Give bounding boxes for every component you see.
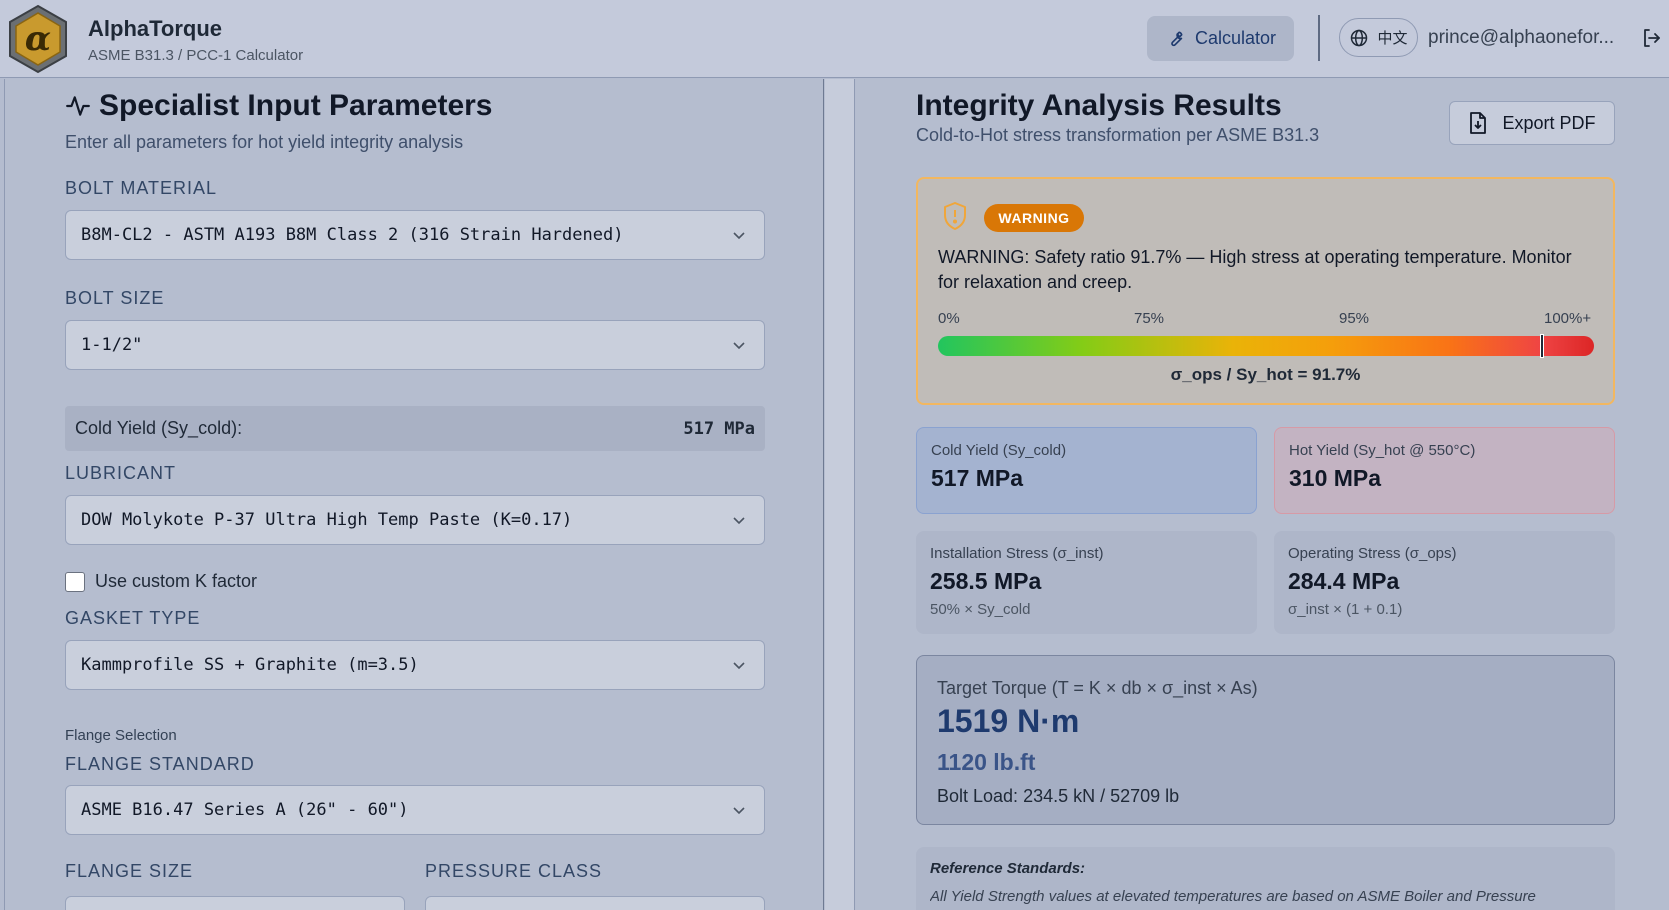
hot-yield-card-label: Hot Yield (Sy_hot @ 550°C)	[1289, 442, 1476, 459]
warning-card: WARNING WARNING: Safety ratio 91.7% — Hi…	[916, 177, 1615, 405]
language-toggle[interactable]: 中文	[1339, 18, 1418, 57]
operating-stress-card: Operating Stress (σ_ops) 284.4 MPa σ_ins…	[1274, 531, 1615, 634]
cold-yield-card-label: Cold Yield (Sy_cold)	[931, 442, 1067, 459]
warning-message: WARNING: Safety ratio 91.7% — High stres…	[938, 247, 1572, 292]
language-label: 中文	[1377, 30, 1408, 47]
bolt-material-value: B8M-CL2 - ASTM A193 B8M Class 2 (316 Str…	[81, 225, 624, 245]
results-panel: Integrity Analysis Results Cold-to-Hot s…	[856, 79, 1669, 910]
flange-standard-select[interactable]: ASME B16.47 Series A (26" - 60")	[65, 785, 765, 835]
input-panel: Specialist Input Parameters Enter all pa…	[4, 79, 824, 910]
safety-ratio-bar	[938, 334, 1594, 358]
activity-icon	[66, 96, 90, 116]
installation-stress-label: Installation Stress (σ_inst)	[930, 545, 1104, 562]
logout-icon[interactable]	[1640, 26, 1664, 50]
bolt-size-label: BOLT SIZE	[65, 288, 165, 308]
warning-badge: WARNING	[984, 204, 1084, 232]
safety-ratio-marker	[1540, 334, 1544, 358]
chevron-down-icon	[733, 517, 745, 525]
custom-k-checkbox[interactable]	[65, 571, 85, 592]
cold-yield-readout-value: 517 MPa	[683, 418, 755, 439]
bolt-size-select[interactable]: 1-1/2"	[65, 320, 765, 370]
reference-standards-body: All Yield Strength values at elevated te…	[930, 888, 1536, 905]
scale-tick-100: 100%+	[1544, 310, 1592, 327]
pressure-class-label: PRESSURE CLASS	[425, 861, 603, 881]
results-subtitle: Cold-to-Hot stress transformation per AS…	[916, 125, 1320, 145]
pressure-class-select[interactable]	[425, 896, 765, 910]
brand-title: AlphaTorque	[88, 16, 223, 41]
reference-standards-title: Reference Standards:	[930, 860, 1086, 877]
installation-stress-value: 258.5 MPa	[930, 568, 1042, 594]
lubricant-value: DOW Molykote P-37 Ultra High Temp Paste …	[81, 510, 573, 530]
flange-standard-value: ASME B16.47 Series A (26" - 60")	[81, 800, 409, 820]
calculator-button[interactable]: Calculator	[1147, 16, 1294, 61]
target-torque-imperial: 1120 lb.ft	[937, 749, 1036, 775]
globe-icon	[1351, 29, 1368, 46]
file-download-icon	[1470, 112, 1487, 134]
gasket-type-select[interactable]: Kammprofile SS + Graphite (m=3.5)	[65, 640, 765, 690]
bolt-material-select[interactable]: B8M-CL2 - ASTM A193 B8M Class 2 (316 Str…	[65, 210, 765, 260]
app-header: α AlphaTorque ASME B31.3 / PCC-1 Calcula…	[0, 0, 1669, 78]
input-subtitle: Enter all parameters for hot yield integ…	[65, 132, 464, 152]
cold-yield-readout-label: Cold Yield (Sy_cold):	[75, 418, 243, 438]
input-title-text: Specialist Input Parameters	[99, 89, 493, 122]
chevron-down-icon	[733, 232, 745, 240]
target-torque-card: Target Torque (T = K × db × σ_inst × As)…	[916, 655, 1615, 825]
operating-stress-formula: σ_inst × (1 + 0.1)	[1288, 601, 1403, 618]
target-torque-value: 1519 N·m	[937, 703, 1080, 739]
custom-k-label: Use custom K factor	[95, 571, 258, 591]
bolt-load: Bolt Load: 234.5 kN / 52709 lb	[937, 786, 1180, 806]
cold-yield-readout: Cold Yield (Sy_cold): 517 MPa	[65, 406, 765, 451]
gasket-type-value: Kammprofile SS + Graphite (m=3.5)	[81, 655, 419, 675]
reference-standards-card: Reference Standards: All Yield Strength …	[916, 847, 1615, 910]
calculator-label: Calculator	[1194, 28, 1277, 48]
cold-yield-card-value: 517 MPa	[931, 465, 1024, 491]
flange-selection-heading: Flange Selection	[65, 727, 177, 744]
export-pdf-button[interactable]: Export PDF	[1449, 101, 1615, 145]
lubricant-label: LUBRICANT	[65, 463, 177, 483]
export-pdf-label: Export PDF	[1502, 112, 1596, 133]
gasket-type-label: GASKET TYPE	[65, 608, 201, 628]
bolt-size-value: 1-1/2"	[81, 335, 143, 355]
flange-standard-label: FLANGE STANDARD	[65, 754, 255, 774]
shield-alert-icon	[944, 202, 966, 230]
operating-stress-value: 284.4 MPa	[1288, 568, 1400, 594]
alphatorque-logo-icon[interactable]: α	[6, 4, 70, 74]
chevron-down-icon	[733, 807, 745, 815]
lubricant-select[interactable]: DOW Molykote P-37 Ultra High Temp Paste …	[65, 495, 765, 545]
wrench-icon	[1171, 31, 1183, 46]
custom-k-option[interactable]: Use custom K factor	[65, 571, 257, 592]
panel-gutter	[825, 79, 855, 910]
installation-stress-formula: 50% × Sy_cold	[930, 601, 1031, 618]
hot-yield-card: Hot Yield (Sy_hot @ 550°C) 310 MPa	[1274, 427, 1615, 514]
scale-tick-95: 95%	[1339, 310, 1370, 327]
header-divider	[1318, 15, 1320, 61]
chevron-down-icon	[733, 342, 745, 350]
safety-ratio-text: σ_ops / Sy_hot = 91.7%	[1170, 365, 1361, 384]
user-email[interactable]: prince@alphaonefor...	[1428, 27, 1613, 48]
operating-stress-label: Operating Stress (σ_ops)	[1288, 545, 1457, 562]
cold-yield-card: Cold Yield (Sy_cold) 517 MPa	[916, 427, 1257, 514]
flange-size-select[interactable]	[65, 896, 405, 910]
target-torque-label: Target Torque (T = K × db × σ_inst × As)	[937, 678, 1258, 698]
hot-yield-card-value: 310 MPa	[1289, 465, 1382, 491]
input-section-title: Specialist Input Parameters	[65, 89, 493, 123]
chevron-down-icon	[733, 662, 745, 670]
results-title: Integrity Analysis Results	[916, 89, 1282, 122]
scale-tick-0: 0%	[938, 310, 960, 327]
installation-stress-card: Installation Stress (σ_inst) 258.5 MPa 5…	[916, 531, 1257, 634]
bolt-material-label: BOLT MATERIAL	[65, 178, 218, 198]
svg-text:α: α	[25, 19, 51, 59]
scale-tick-75: 75%	[1134, 310, 1165, 327]
brand-subtitle: ASME B31.3 / PCC-1 Calculator	[88, 47, 304, 64]
flange-size-label: FLANGE SIZE	[65, 861, 194, 881]
